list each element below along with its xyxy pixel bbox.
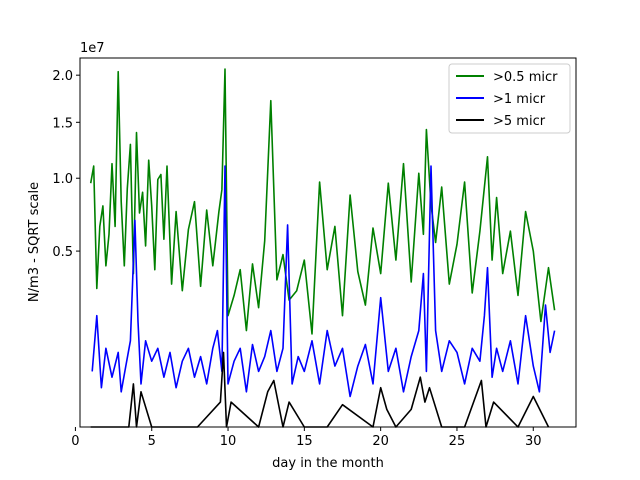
legend: >0.5 micr >1 micr >5 micr xyxy=(448,63,571,134)
x-tick-label: 15 xyxy=(296,434,313,449)
legend-entries: >0.5 micr >1 micr >5 micr xyxy=(456,70,558,129)
plot-frame xyxy=(79,57,577,428)
legend-label-1: >1 micr xyxy=(493,92,546,107)
y-tick-label: 1.5 xyxy=(52,116,73,131)
legend-box xyxy=(448,63,571,134)
y-offset-label: 1e7 xyxy=(80,41,105,56)
y-tick-label: 2.0 xyxy=(52,69,73,84)
y-axis-ticks: 0.5 1.0 1.5 2.0 xyxy=(52,69,80,260)
legend-label-0: >0.5 micr xyxy=(493,70,558,85)
x-tick-label: 20 xyxy=(372,434,389,449)
x-tick-label: 0 xyxy=(71,434,79,449)
y-tick-label: 0.5 xyxy=(52,245,73,260)
x-tick-label: 25 xyxy=(449,434,466,449)
x-tick-label: 5 xyxy=(148,434,156,449)
x-tick-label: 10 xyxy=(220,434,237,449)
y-tick-label: 1.0 xyxy=(52,172,73,187)
x-axis-ticks: 0 5 10 15 20 25 30 xyxy=(71,427,542,449)
x-axis-label: day in the month xyxy=(272,456,384,471)
series-line-2 xyxy=(90,351,550,428)
x-tick-label: 30 xyxy=(525,434,542,449)
y-axis-label: N/m3 - SQRT scale xyxy=(27,182,42,302)
legend-label-2: >5 micr xyxy=(493,114,546,129)
series-line-1 xyxy=(91,165,556,398)
